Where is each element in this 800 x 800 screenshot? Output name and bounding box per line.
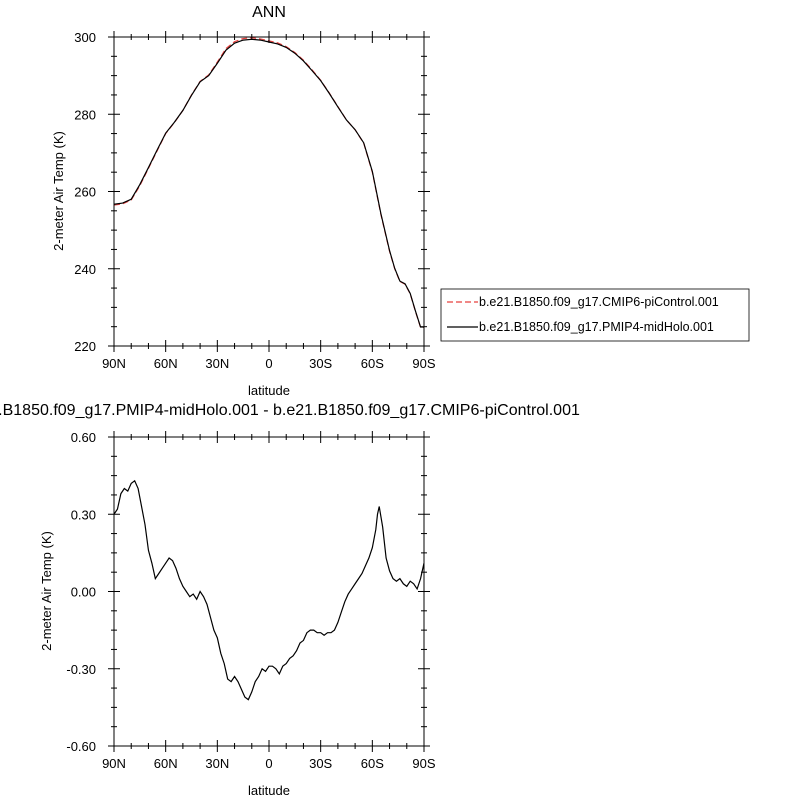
- top-xtick-label: 0: [265, 356, 272, 371]
- bottom-ytick-label: 0.00: [71, 585, 96, 600]
- bottom-ytick-label: 0.30: [71, 507, 96, 522]
- bottom-plot-frame: [113, 436, 425, 747]
- top-xtick-label: 30S: [309, 356, 332, 371]
- top-ytick-label: 280: [74, 107, 96, 122]
- legend-label-picontrol: b.e21.B1850.f09_g17.CMIP6-piControl.001: [479, 295, 719, 309]
- top-xtick-label: 30N: [205, 356, 229, 371]
- bottom-chart-ylabel: 2-meter Air Temp (K): [39, 531, 54, 651]
- bottom-xtick-label: 60N: [154, 756, 178, 771]
- top-xtick-label: 60N: [154, 356, 178, 371]
- top-ytick-label: 220: [74, 339, 96, 354]
- top-series-line-1: [114, 38, 424, 328]
- top-chart-xlabel: latitude: [248, 383, 290, 398]
- bottom-xtick-label: 30S: [309, 756, 332, 771]
- bottom-ytick-label: 0.60: [71, 430, 96, 445]
- bottom-chart: b.e21.B1850.f09_g17.PMIP4-midHolo.001 - …: [0, 402, 580, 798]
- top-ytick-label: 260: [74, 185, 96, 200]
- bottom-series-line-0: [114, 479, 424, 701]
- bottom-xtick-label: 30N: [205, 756, 229, 771]
- legend: b.e21.B1850.f09_g17.CMIP6-piControl.001 …: [440, 288, 750, 342]
- bottom-xtick-label: 90N: [102, 756, 126, 771]
- top-ytick-label: 300: [74, 30, 96, 45]
- bottom-xtick-label: 0: [265, 756, 272, 771]
- bottom-chart-title: b.e21.B1850.f09_g17.PMIP4-midHolo.001 - …: [0, 402, 580, 419]
- top-chart-title: ANN: [252, 4, 286, 21]
- legend-label-midholo: b.e21.B1850.f09_g17.PMIP4-midHolo.001: [479, 320, 714, 334]
- top-plot-area: 90N 60N 30N 0 30S 60S 90S 220 240 260 280 300: [74, 30, 436, 371]
- top-ytick-label: 240: [74, 262, 96, 277]
- top-series-line-0: [114, 37, 424, 329]
- bottom-chart-xlabel: latitude: [248, 783, 290, 798]
- legend-box: [440, 288, 750, 342]
- bottom-xtick-label: 60S: [361, 756, 384, 771]
- bottom-ytick-label: -0.30: [66, 662, 96, 677]
- top-chart-ylabel: 2-meter Air Temp (K): [51, 131, 66, 251]
- top-xtick-label: 90S: [412, 356, 435, 371]
- top-xtick-label: 90N: [102, 356, 126, 371]
- top-chart: ANN 90N 60N 30N 0 30S 60S 90S 220 240 260 280 300 2…: [51, 4, 750, 398]
- bottom-ytick-label: -0.60: [66, 739, 96, 754]
- top-xtick-label: 60S: [361, 356, 384, 371]
- top-plot-frame: [113, 36, 425, 347]
- bottom-xtick-label: 90S: [412, 756, 435, 771]
- bottom-plot-area: 90N 60N 30N 0 30S 60S 90S -0.60 -0.30 0.00 0.30 0.6…: [66, 430, 436, 771]
